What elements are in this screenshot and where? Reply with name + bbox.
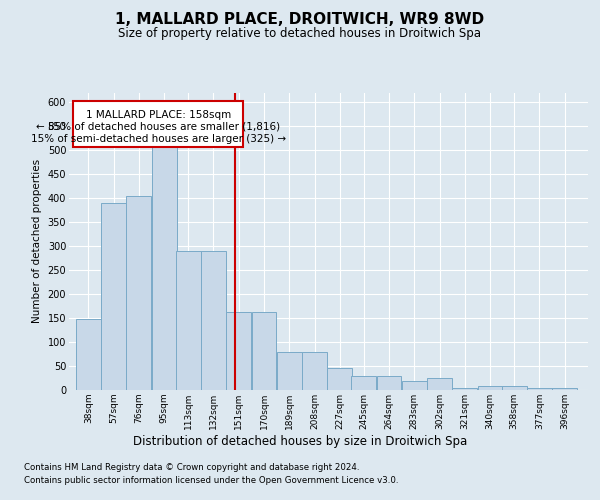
Text: ← 85% of detached houses are smaller (1,816): ← 85% of detached houses are smaller (1,… — [36, 122, 280, 132]
Bar — [402, 382, 427, 390]
Text: 15% of semi-detached houses are larger (325) →: 15% of semi-detached houses are larger (… — [31, 134, 286, 144]
Text: 1, MALLARD PLACE, DROITWICH, WR9 8WD: 1, MALLARD PLACE, DROITWICH, WR9 8WD — [115, 12, 485, 28]
Text: Contains public sector information licensed under the Open Government Licence v3: Contains public sector information licen… — [24, 476, 398, 485]
Text: Contains HM Land Registry data © Crown copyright and database right 2024.: Contains HM Land Registry data © Crown c… — [24, 462, 359, 471]
Bar — [302, 352, 327, 390]
Bar — [76, 320, 101, 390]
Bar — [201, 251, 226, 390]
Bar — [452, 388, 478, 390]
Bar — [527, 388, 552, 390]
FancyBboxPatch shape — [73, 100, 243, 147]
Bar — [127, 196, 151, 390]
Bar — [101, 203, 126, 390]
Bar — [226, 312, 251, 390]
Bar — [328, 368, 352, 390]
Bar — [478, 386, 503, 390]
Bar — [352, 376, 376, 390]
Text: Size of property relative to detached houses in Droitwich Spa: Size of property relative to detached ho… — [119, 26, 482, 40]
Bar — [427, 378, 452, 390]
Bar — [176, 251, 200, 390]
Bar — [502, 386, 527, 390]
Bar — [277, 352, 302, 390]
Text: 1 MALLARD PLACE: 158sqm: 1 MALLARD PLACE: 158sqm — [86, 110, 231, 120]
Bar — [251, 312, 277, 390]
Text: Distribution of detached houses by size in Droitwich Spa: Distribution of detached houses by size … — [133, 435, 467, 448]
Bar — [552, 388, 577, 390]
Bar — [377, 376, 401, 390]
Y-axis label: Number of detached properties: Number of detached properties — [32, 159, 42, 324]
Bar — [152, 146, 176, 390]
